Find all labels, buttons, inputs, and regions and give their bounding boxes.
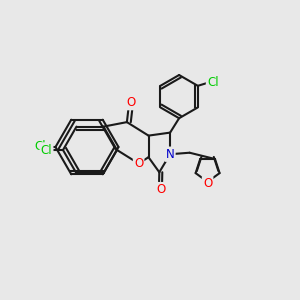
Text: O: O [126,96,135,109]
Text: O: O [134,157,143,170]
Text: O: O [156,183,165,196]
Text: O: O [203,177,212,190]
Text: Cl: Cl [207,76,219,89]
Text: N: N [166,148,175,161]
Text: Cl: Cl [41,143,52,157]
Text: Cl: Cl [35,140,46,154]
